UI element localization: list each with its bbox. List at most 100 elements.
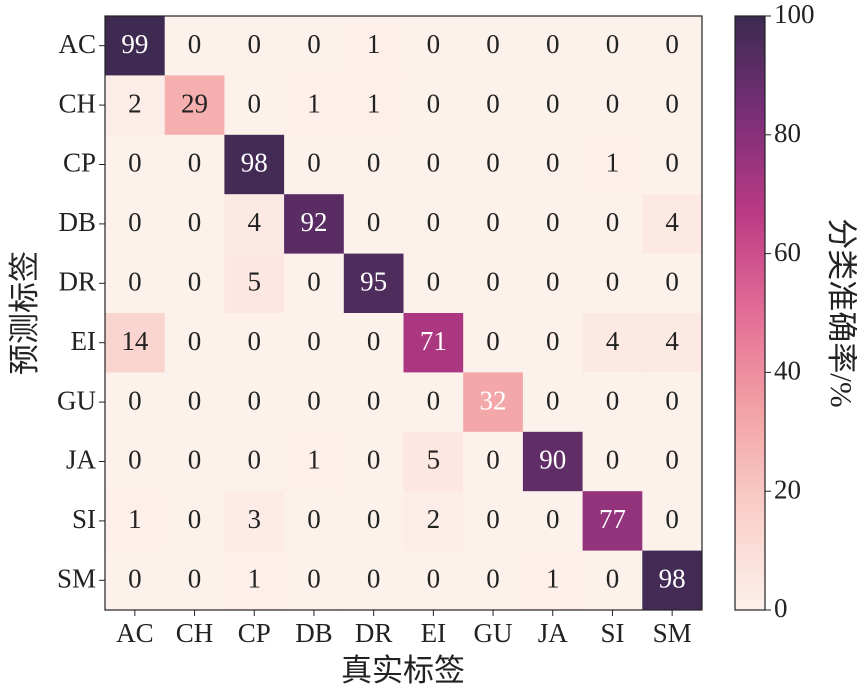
x-tick-label: CH — [176, 618, 214, 648]
heatmap-cell — [403, 431, 464, 492]
heatmap-cell — [403, 372, 464, 433]
cell-label: 4 — [665, 207, 679, 237]
cell-label: 0 — [188, 385, 202, 415]
y-tick-label: SI — [72, 504, 96, 534]
heatmap-cell — [105, 431, 166, 492]
heatmap-cell — [284, 313, 345, 373]
cell-label: 0 — [188, 29, 202, 59]
heatmap-cell — [105, 194, 166, 255]
cell-label: 0 — [546, 207, 560, 237]
heatmap-cell — [463, 431, 524, 492]
cell-label: 0 — [248, 88, 262, 118]
colorbar-tick-label: 100 — [774, 0, 815, 29]
colorbar-tick-label: 20 — [774, 474, 801, 504]
heatmap-cell — [522, 75, 584, 136]
heatmap-cell — [343, 16, 404, 76]
cell-label: 0 — [546, 29, 560, 59]
heatmap-cell — [343, 313, 404, 373]
cell-label: 0 — [188, 504, 202, 534]
y-tick-label: CH — [58, 88, 96, 118]
cell-label: 0 — [486, 267, 500, 297]
cell-label: 0 — [606, 445, 620, 475]
heatmap-cell — [284, 431, 345, 492]
cell-label: 0 — [546, 504, 560, 534]
heatmap-cell — [582, 253, 643, 314]
cell-label: 0 — [486, 207, 500, 237]
cell-label: 2 — [427, 504, 441, 534]
cell-label: 0 — [427, 267, 441, 297]
colorbar-tick-label: 80 — [774, 118, 801, 148]
x-tick-label: DB — [295, 618, 333, 648]
heatmap-cell — [284, 372, 345, 433]
heatmap-cell — [164, 313, 225, 373]
heatmap-cell — [164, 194, 225, 255]
cell-label: 0 — [606, 564, 620, 594]
cell-label: 0 — [307, 326, 321, 356]
cell-label: 0 — [128, 207, 142, 237]
cell-label: 1 — [546, 564, 560, 594]
heatmap-cell — [164, 372, 225, 433]
cell-label: 14 — [121, 326, 149, 356]
cell-label: 0 — [367, 385, 381, 415]
cell-label: 3 — [248, 504, 262, 534]
heatmap-cell — [343, 491, 404, 552]
cell-label: 0 — [427, 148, 441, 178]
cell-label: 0 — [546, 148, 560, 178]
heatmap-cell — [224, 253, 285, 314]
cell-label: 0 — [665, 29, 679, 59]
cell-label: 0 — [546, 88, 560, 118]
y-tick-label: JA — [66, 445, 97, 475]
heatmap-cell — [522, 550, 584, 611]
heatmap-cell — [582, 75, 643, 136]
heatmap-cell — [224, 550, 285, 611]
cell-label: 0 — [665, 267, 679, 297]
cell-label: 0 — [307, 385, 321, 415]
cell-label: 0 — [486, 326, 500, 356]
heatmap-cell — [105, 253, 166, 314]
colorbar-tick-label: 60 — [774, 237, 801, 267]
colorbar-tick-label: 40 — [774, 356, 801, 386]
cell-label: 0 — [188, 267, 202, 297]
x-tick-label: SM — [653, 618, 692, 648]
heatmap-cell — [105, 75, 166, 136]
heatmap-cell — [582, 431, 643, 492]
heatmap-cell — [463, 253, 524, 314]
cell-label: 0 — [486, 88, 500, 118]
heatmap-cell — [522, 253, 584, 314]
heatmap-cell — [164, 16, 225, 76]
x-axis-label: 真实标签 — [341, 653, 465, 688]
cell-label: 0 — [128, 267, 142, 297]
heatmap-cell — [403, 194, 464, 255]
heatmap-cell — [642, 134, 703, 195]
cell-label: 0 — [307, 267, 321, 297]
heatmap-cell — [642, 313, 703, 373]
cell-label: 0 — [188, 564, 202, 594]
heatmap-cell — [343, 194, 404, 255]
heatmap-cell — [642, 75, 703, 136]
heatmap-cell — [224, 134, 285, 195]
heatmap-cell — [463, 134, 524, 195]
cell-label: 0 — [606, 385, 620, 415]
x-tick-label: SI — [600, 618, 624, 648]
heatmap-cell — [522, 372, 584, 433]
cell-label: 0 — [606, 207, 620, 237]
cell-label: 0 — [367, 504, 381, 534]
heatmap-cell — [522, 16, 584, 76]
heatmap-cell — [522, 134, 584, 195]
heatmap-cell — [105, 16, 166, 76]
heatmap-cell — [284, 491, 345, 552]
heatmap-cell — [463, 75, 524, 136]
heatmap-cell — [642, 194, 703, 255]
cell-label: 77 — [599, 504, 626, 534]
heatmap-cell — [224, 431, 285, 492]
plot-frame — [104, 15, 703, 611]
cell-label: 0 — [128, 445, 142, 475]
colorbar-tick-label: 0 — [774, 593, 788, 623]
cell-label: 1 — [367, 29, 381, 59]
heatmap-cell — [105, 313, 166, 373]
heatmap-cell — [164, 431, 225, 492]
heatmap-cell — [403, 491, 464, 552]
cell-label: 0 — [606, 267, 620, 297]
cell-label: 0 — [248, 445, 262, 475]
